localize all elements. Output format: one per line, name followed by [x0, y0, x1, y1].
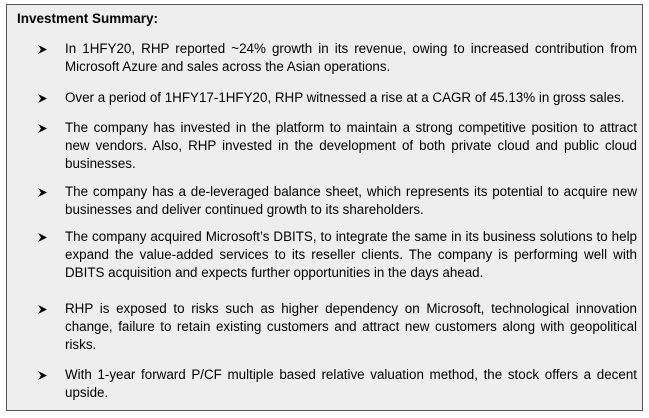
- bullet-text: With 1-year forward P/CF multiple based …: [65, 367, 637, 400]
- investment-summary-box: Investment Summary: In 1HFY20, RHP repor…: [6, 4, 643, 411]
- bullet-text: The company acquired Microsoft’s DBITS, …: [65, 229, 637, 280]
- bullet-text: In 1HFY20, RHP reported ~24% growth in i…: [65, 41, 637, 74]
- arrow-bullet-icon: [38, 94, 47, 103]
- summary-bullet-item: The company has a de-leveraged balance s…: [37, 183, 637, 219]
- summary-heading: Investment Summary:: [17, 11, 159, 26]
- bullet-text: Over a period of 1HFY17-1HFY20, RHP witn…: [65, 90, 625, 105]
- arrow-bullet-icon: [38, 45, 47, 54]
- bullet-text: The company has invested in the platform…: [65, 120, 637, 171]
- summary-bullet-item: The company acquired Microsoft’s DBITS, …: [37, 228, 637, 282]
- arrow-bullet-icon: [38, 371, 47, 380]
- arrow-bullet-icon: [38, 233, 47, 242]
- summary-bullet-item: RHP is exposed to risks such as higher d…: [37, 300, 637, 354]
- bullet-text: The company has a de-leveraged balance s…: [65, 184, 637, 217]
- summary-bullet-item: In 1HFY20, RHP reported ~24% growth in i…: [37, 40, 637, 76]
- arrow-bullet-icon: [38, 188, 47, 197]
- summary-bullet-item: Over a period of 1HFY17-1HFY20, RHP witn…: [37, 89, 637, 107]
- arrow-bullet-icon: [38, 305, 47, 314]
- arrow-bullet-icon: [38, 124, 47, 133]
- summary-bullet-item: The company has invested in the platform…: [37, 119, 637, 173]
- bullet-text: RHP is exposed to risks such as higher d…: [65, 301, 637, 352]
- summary-bullet-item: With 1-year forward P/CF multiple based …: [37, 366, 637, 402]
